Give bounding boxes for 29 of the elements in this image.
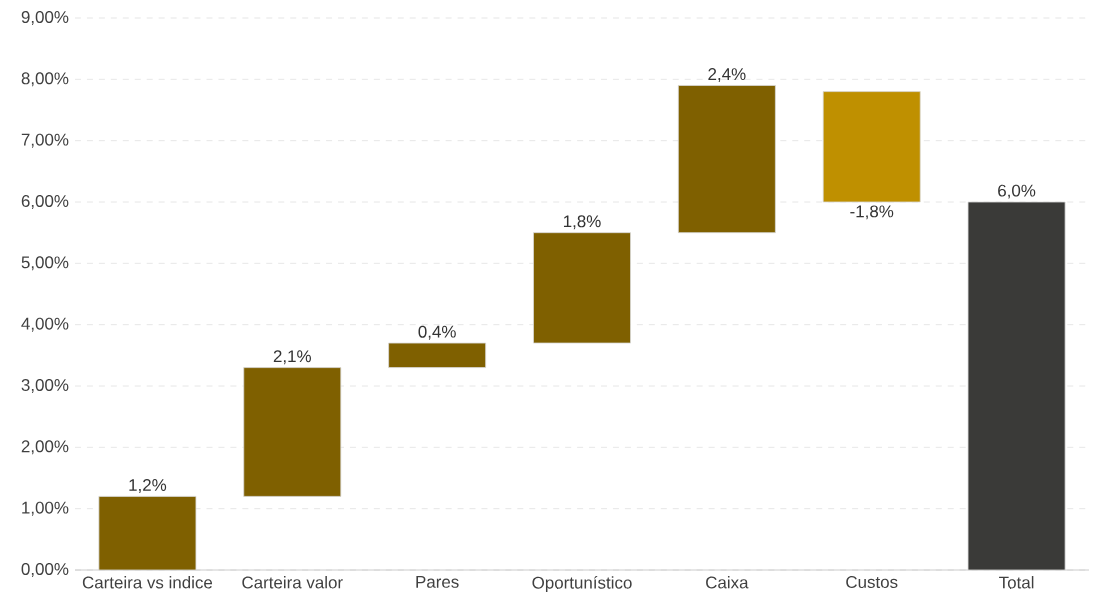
data-label: 1,8% [563, 215, 601, 230]
y-tick-label: 9,00% [21, 11, 69, 25]
x-tick-label: Custos [846, 576, 898, 589]
y-tick-label: 5,00% [21, 256, 69, 271]
x-tick-label: Caixa [706, 576, 749, 589]
x-tick-label: Oportunístico [532, 576, 632, 593]
x-tick-label: Carteira valor [242, 576, 343, 589]
y-tick-label: 4,00% [21, 317, 69, 332]
data-label: 2,4% [708, 68, 746, 83]
x-tick-label: Carteira vs indice [82, 576, 213, 589]
data-label: 2,1% [273, 350, 311, 365]
data-label: 0,4% [418, 325, 456, 340]
y-tick-label: 7,00% [21, 133, 69, 148]
y-tick-label: 0,00% [21, 563, 69, 577]
y-tick-label: 8,00% [21, 72, 69, 87]
data-label: -1,8% [850, 205, 894, 220]
bar [243, 367, 342, 497]
data-label: 6,0% [998, 184, 1036, 199]
bar [533, 232, 631, 344]
x-tick-label: Total [999, 576, 1034, 589]
bar [388, 342, 487, 368]
y-tick-label: 2,00% [21, 440, 69, 455]
y-tick-label: 6,00% [21, 195, 69, 209]
bar [677, 85, 776, 234]
bar [822, 91, 921, 203]
data-label: 1,2% [129, 479, 167, 493]
x-tick-label: Pares [416, 576, 459, 588]
y-tick-label: 3,00% [21, 379, 69, 393]
y-tick-label: 1,00% [22, 501, 69, 516]
